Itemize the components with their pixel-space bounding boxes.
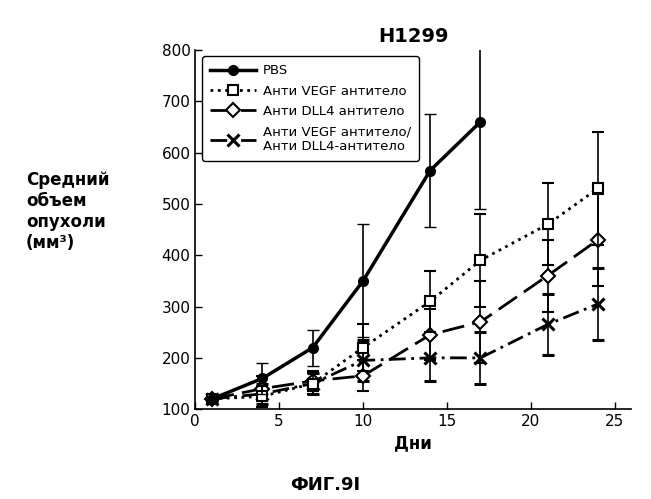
Text: ФИГ.9I: ФИГ.9I	[290, 476, 361, 494]
Legend: PBS, Анти VEGF антитело, Анти DLL4 антитело, Анти VEGF антитело/
Анти DLL4-антит: PBS, Анти VEGF антитело, Анти DLL4 антит…	[202, 56, 419, 161]
Title: H1299: H1299	[378, 26, 449, 45]
X-axis label: Дни: Дни	[395, 435, 432, 453]
Text: Средний
объем
опухоли
(мм³): Средний объем опухоли (мм³)	[26, 171, 109, 252]
